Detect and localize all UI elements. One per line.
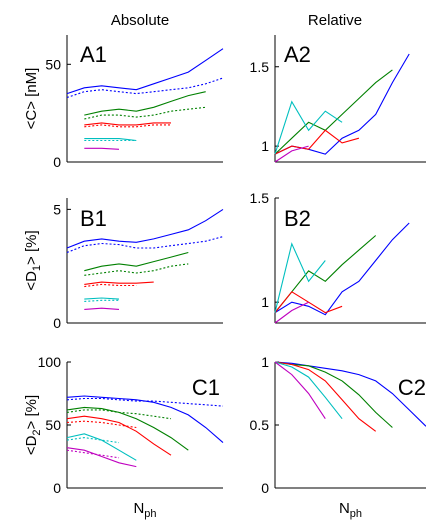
- y-tick-label: 100: [38, 354, 62, 370]
- series-line-8: [84, 299, 119, 302]
- column-title-relative: Relative: [308, 12, 362, 29]
- y-tick-label: 0: [53, 315, 61, 331]
- panel-label: A2: [284, 42, 311, 67]
- series-line-4: [274, 361, 343, 420]
- series-line-9: [84, 147, 120, 150]
- series-line-6: [84, 124, 171, 128]
- series-line-5: [274, 301, 309, 324]
- series-line-6: [84, 283, 137, 288]
- column-title-absolute: Absolute: [111, 12, 169, 29]
- series-line-4: [84, 106, 206, 120]
- x-axis-label: Nph: [133, 500, 156, 520]
- series-line-1: [274, 53, 410, 155]
- series-line-8: [66, 437, 120, 444]
- y-tick-label: 0.5: [250, 417, 270, 433]
- panel-label: B1: [80, 206, 107, 231]
- panel-grid: 0 50 A1 <C> [nM] 1 1.5 A2 0 5 B1 <D1> [%] 1 1.5 B2 0 50…: [23, 35, 426, 520]
- series-line-3: [84, 251, 189, 272]
- series-line-1: [66, 395, 224, 444]
- y-tick-label: 1: [261, 294, 269, 310]
- series-line-4: [84, 263, 189, 276]
- series-line-5: [274, 145, 309, 163]
- y-tick-label: 1: [261, 354, 269, 370]
- series-line-9: [84, 307, 120, 310]
- series-line-3: [66, 406, 189, 451]
- series-line-7: [84, 138, 137, 142]
- series-line-2: [66, 236, 224, 254]
- panel-b2: 1 1.5 B2: [250, 190, 426, 324]
- y-tick-label: 1.5: [250, 190, 270, 206]
- y-tick-label: 1: [261, 138, 269, 154]
- panel-b1: 0 5 B1 <D1> [%]: [23, 198, 224, 331]
- y-tick-label: 5: [53, 201, 61, 217]
- panel-label: B2: [284, 206, 311, 231]
- series-line-1: [274, 361, 426, 427]
- series-line-4: [66, 409, 172, 420]
- panel-label: C2: [398, 375, 426, 400]
- series-line-7: [66, 433, 137, 461]
- series-line-4: [274, 242, 326, 313]
- series-line-5: [84, 281, 154, 285]
- series-line-5: [274, 361, 326, 420]
- series-line-10: [66, 449, 120, 459]
- series-line-1: [274, 222, 410, 316]
- series-line-3: [274, 129, 360, 155]
- y-axis-label: <D2> [%]: [23, 395, 43, 455]
- y-axis-label: <D1> [%]: [23, 230, 43, 290]
- series-line-2: [66, 77, 224, 99]
- series-line-4: [274, 100, 343, 155]
- series-line-5: [84, 122, 171, 126]
- panel-a1: 0 50 A1 <C> [nM]: [23, 35, 224, 170]
- panel-a2: 1 1.5 A2: [250, 35, 426, 163]
- series-line-7: [84, 297, 120, 300]
- series-line-2: [274, 235, 377, 313]
- series-line-2: [274, 361, 393, 428]
- series-line-1: [66, 208, 224, 249]
- series-line-5: [66, 415, 172, 456]
- y-axis-label: <C> [nM]: [23, 68, 40, 130]
- y-tick-label: 50: [45, 56, 61, 72]
- series-line-3: [274, 361, 377, 432]
- series-line-2: [274, 69, 393, 155]
- series-line-3: [84, 91, 206, 116]
- y-tick-label: 1.5: [250, 59, 270, 75]
- x-axis-label: Nph: [339, 500, 362, 520]
- series-line-1: [66, 48, 224, 95]
- y-tick-label: 50: [45, 417, 61, 433]
- panel-label: A1: [80, 42, 107, 67]
- y-tick-label: 0: [53, 480, 61, 496]
- panel-label: C1: [192, 375, 220, 400]
- y-tick-label: 0: [261, 480, 269, 496]
- series-line-9: [66, 447, 137, 468]
- y-tick-label: 0: [53, 154, 61, 170]
- panel-c1: 0 50 100 C1 <D2> [%] Nph: [23, 354, 224, 520]
- panel-c2: 0 0.5 1 C2 Nph: [250, 354, 426, 520]
